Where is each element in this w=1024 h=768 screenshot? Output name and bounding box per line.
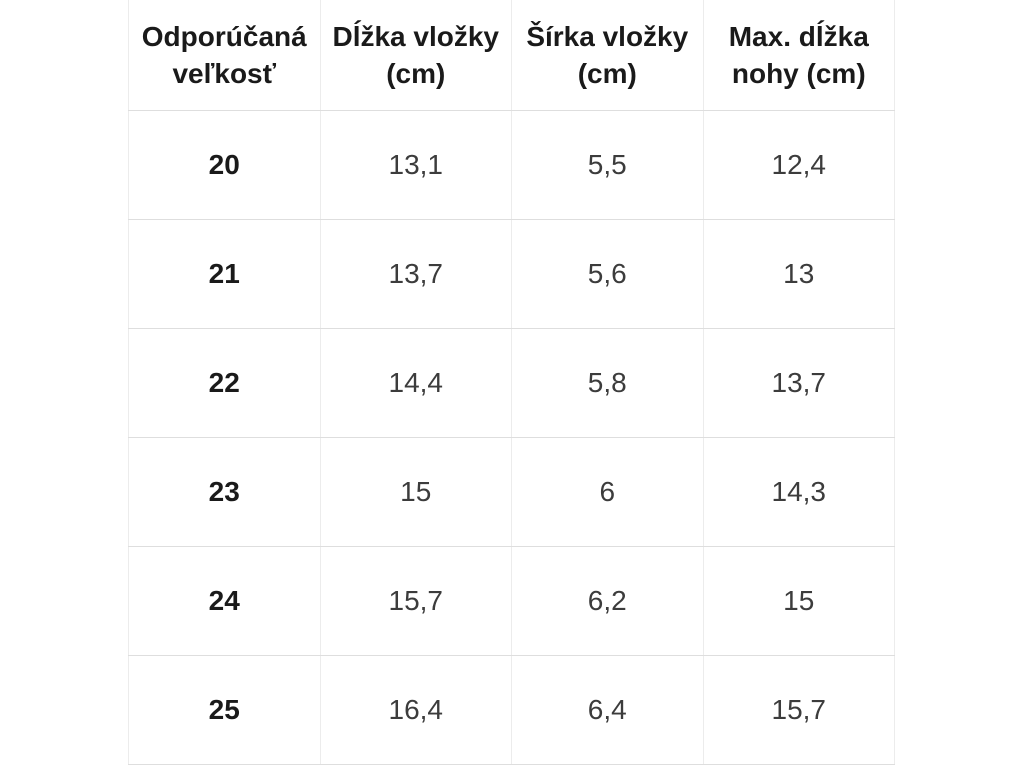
cell-size: 23 [128,436,321,547]
header-line: veľkosť [172,57,277,89]
cell-insole-length: 13,7 [319,218,512,329]
header-line: Max. dĺžka [728,20,869,52]
cell-size: 25 [128,654,321,765]
table-row: 21 13,7 5,6 13 [128,218,895,329]
column-header-insole-width: Šírka vložky (cm) [511,0,704,111]
cell-max-foot-length: 13,7 [702,327,895,438]
cell-insole-length: 15 [319,436,512,547]
table-row: 25 16,4 6,4 15,7 [128,654,895,765]
header-line: Šírka vložky [526,20,689,52]
cell-size: 22 [128,327,321,438]
table-header: Odporúčaná veľkosť Dĺžka vložky (cm) Šír… [128,0,895,111]
cell-max-foot-length: 12,4 [702,109,895,220]
table-row: 22 14,4 5,8 13,7 [128,327,895,438]
cell-max-foot-length: 14,3 [702,436,895,547]
table-row: 20 13,1 5,5 12,4 [128,109,895,220]
cell-insole-width: 5,8 [511,327,704,438]
table-body: 20 13,1 5,5 12,4 21 13,7 5,6 13 22 14,4 … [128,109,895,765]
cell-insole-length: 15,7 [319,545,512,656]
header-line: Dĺžka vložky [332,20,500,52]
header-line: (cm) [386,57,446,89]
table-row: 23 15 6 14,3 [128,436,895,547]
column-header-recommended-size: Odporúčaná veľkosť [128,0,321,111]
cell-insole-width: 6 [511,436,704,547]
header-line: (cm) [577,57,637,89]
cell-insole-width: 5,6 [511,218,704,329]
cell-insole-width: 5,5 [511,109,704,220]
size-chart-table: Odporúčaná veľkosť Dĺžka vložky (cm) Šír… [128,0,895,765]
cell-max-foot-length: 15,7 [702,654,895,765]
size-chart-table-container: Odporúčaná veľkosť Dĺžka vložky (cm) Šír… [128,0,895,765]
cell-insole-length: 13,1 [319,109,512,220]
cell-size: 20 [128,109,321,220]
table-row: 24 15,7 6,2 15 [128,545,895,656]
cell-max-foot-length: 13 [702,218,895,329]
column-header-max-foot-length: Max. dĺžka nohy (cm) [702,0,895,111]
header-line: nohy (cm) [731,57,866,89]
cell-insole-length: 16,4 [319,654,512,765]
header-line: Odporúčaná [141,20,307,52]
cell-max-foot-length: 15 [702,545,895,656]
cell-insole-width: 6,2 [511,545,704,656]
cell-insole-length: 14,4 [319,327,512,438]
cell-size: 24 [128,545,321,656]
cell-insole-width: 6,4 [511,654,704,765]
header-row: Odporúčaná veľkosť Dĺžka vložky (cm) Šír… [128,0,895,111]
column-header-insole-length: Dĺžka vložky (cm) [319,0,512,111]
cell-size: 21 [128,218,321,329]
